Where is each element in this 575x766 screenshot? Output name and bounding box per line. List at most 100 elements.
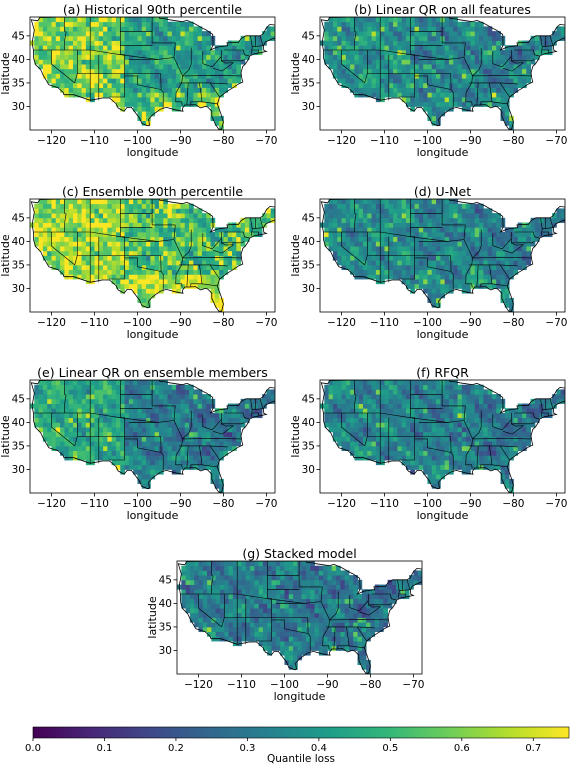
heatmap-cell (90, 92, 95, 98)
heatmap-cell (137, 49, 143, 56)
heatmap-cell (262, 35, 267, 41)
heatmap-cell (341, 417, 347, 423)
heatmap-cell (176, 31, 181, 37)
heatmap-cell (128, 222, 134, 228)
heatmap-cell (397, 445, 403, 452)
heatmap-cell (197, 255, 203, 261)
heatmap-cell (504, 111, 510, 117)
heatmap-cell (405, 450, 411, 456)
heatmap-cell (146, 250, 151, 256)
heatmap-cell (201, 40, 207, 46)
heatmap-cell (440, 250, 446, 256)
heatmap-cell (154, 45, 160, 51)
heatmap-cell (219, 302, 224, 308)
x-tick-label: −90 (459, 317, 481, 329)
heatmap-cell (167, 427, 173, 433)
heatmap-cell (341, 199, 347, 205)
state-border (173, 405, 183, 469)
heatmap-cell (120, 222, 125, 228)
heatmap-cell (436, 92, 441, 98)
heatmap-cell (34, 59, 39, 65)
y-tick-label: 45 (12, 394, 25, 406)
heatmap-cell (107, 417, 113, 423)
heatmap-cell (137, 45, 143, 51)
heatmap-cell (55, 241, 61, 247)
heatmap-cell (453, 59, 458, 65)
heatmap-cell (487, 40, 493, 46)
heatmap-cell (393, 450, 398, 456)
heatmap-cell (60, 40, 65, 46)
heatmap-cell (388, 445, 394, 452)
heatmap-cell (103, 246, 108, 252)
heatmap-cell (474, 241, 480, 247)
heatmap-cell (479, 250, 484, 256)
heatmap-cell (167, 264, 173, 271)
heatmap-cell (85, 274, 91, 280)
heatmap-cell (466, 97, 471, 103)
state-border (414, 257, 452, 272)
heatmap-cell (107, 450, 113, 456)
heatmap-cell (367, 422, 372, 428)
heatmap-cell (47, 213, 52, 219)
heatmap-cell (219, 73, 224, 79)
heatmap-cell (431, 431, 437, 437)
heatmap-cell (184, 236, 190, 242)
heatmap-cell (180, 222, 186, 228)
heatmap-cell (232, 241, 237, 247)
heatmap-cell (474, 441, 480, 447)
heatmap-cell (98, 59, 104, 65)
heatmap-cell (210, 269, 216, 275)
heatmap-cell (227, 82, 233, 89)
heatmap-cell (418, 68, 424, 74)
heatmap-cell (266, 217, 272, 223)
heatmap-cell (176, 73, 181, 79)
heatmap-cell (176, 408, 181, 414)
heatmap-cell (72, 222, 78, 228)
heatmap-cell (176, 217, 181, 223)
heatmap-cell (380, 427, 385, 433)
heatmap-cell (90, 422, 95, 428)
heatmap-cell (120, 264, 125, 271)
heatmap-cell (358, 417, 364, 423)
heatmap-cell (534, 222, 540, 228)
heatmap-cell (491, 64, 497, 70)
heatmap-cell (350, 422, 355, 428)
heatmap-cell (534, 217, 540, 223)
heatmap-cell (72, 203, 78, 209)
heatmap-cell (146, 441, 151, 447)
heatmap-cell (530, 231, 536, 238)
heatmap-cell (232, 417, 237, 423)
heatmap-cell (163, 35, 168, 41)
heatmap-cell (384, 455, 390, 461)
heatmap-cell (470, 417, 476, 423)
heatmap-cell (146, 199, 151, 205)
heatmap-cell (337, 45, 342, 51)
heatmap-cell (38, 417, 44, 423)
heatmap-cell (483, 208, 489, 214)
heatmap-cell (448, 260, 454, 266)
heatmap-cell (341, 255, 347, 261)
heatmap-cell (176, 26, 181, 32)
heatmap-cell (440, 431, 446, 437)
heatmap-cell (543, 45, 549, 51)
heatmap-cell (103, 408, 108, 414)
heatmap-cell (328, 59, 334, 65)
heatmap-cell (410, 222, 415, 228)
heatmap-cell (47, 45, 52, 51)
heatmap-cell (111, 92, 117, 98)
heatmap-cell (453, 422, 458, 428)
heatmap-cell (64, 445, 70, 452)
heatmap-cell (530, 40, 536, 46)
heatmap-cell (414, 87, 420, 93)
heatmap-cell (98, 68, 104, 74)
heatmap-cell (81, 213, 87, 219)
heatmap-cell (197, 227, 203, 233)
y-tick-label: 30 (302, 101, 315, 113)
heatmap-cell (214, 422, 220, 428)
heatmap-cell (34, 231, 39, 238)
heatmap-cell (328, 64, 334, 70)
heatmap-cell (150, 445, 156, 452)
heatmap-cell (111, 427, 117, 433)
heatmap-cell (414, 441, 420, 447)
